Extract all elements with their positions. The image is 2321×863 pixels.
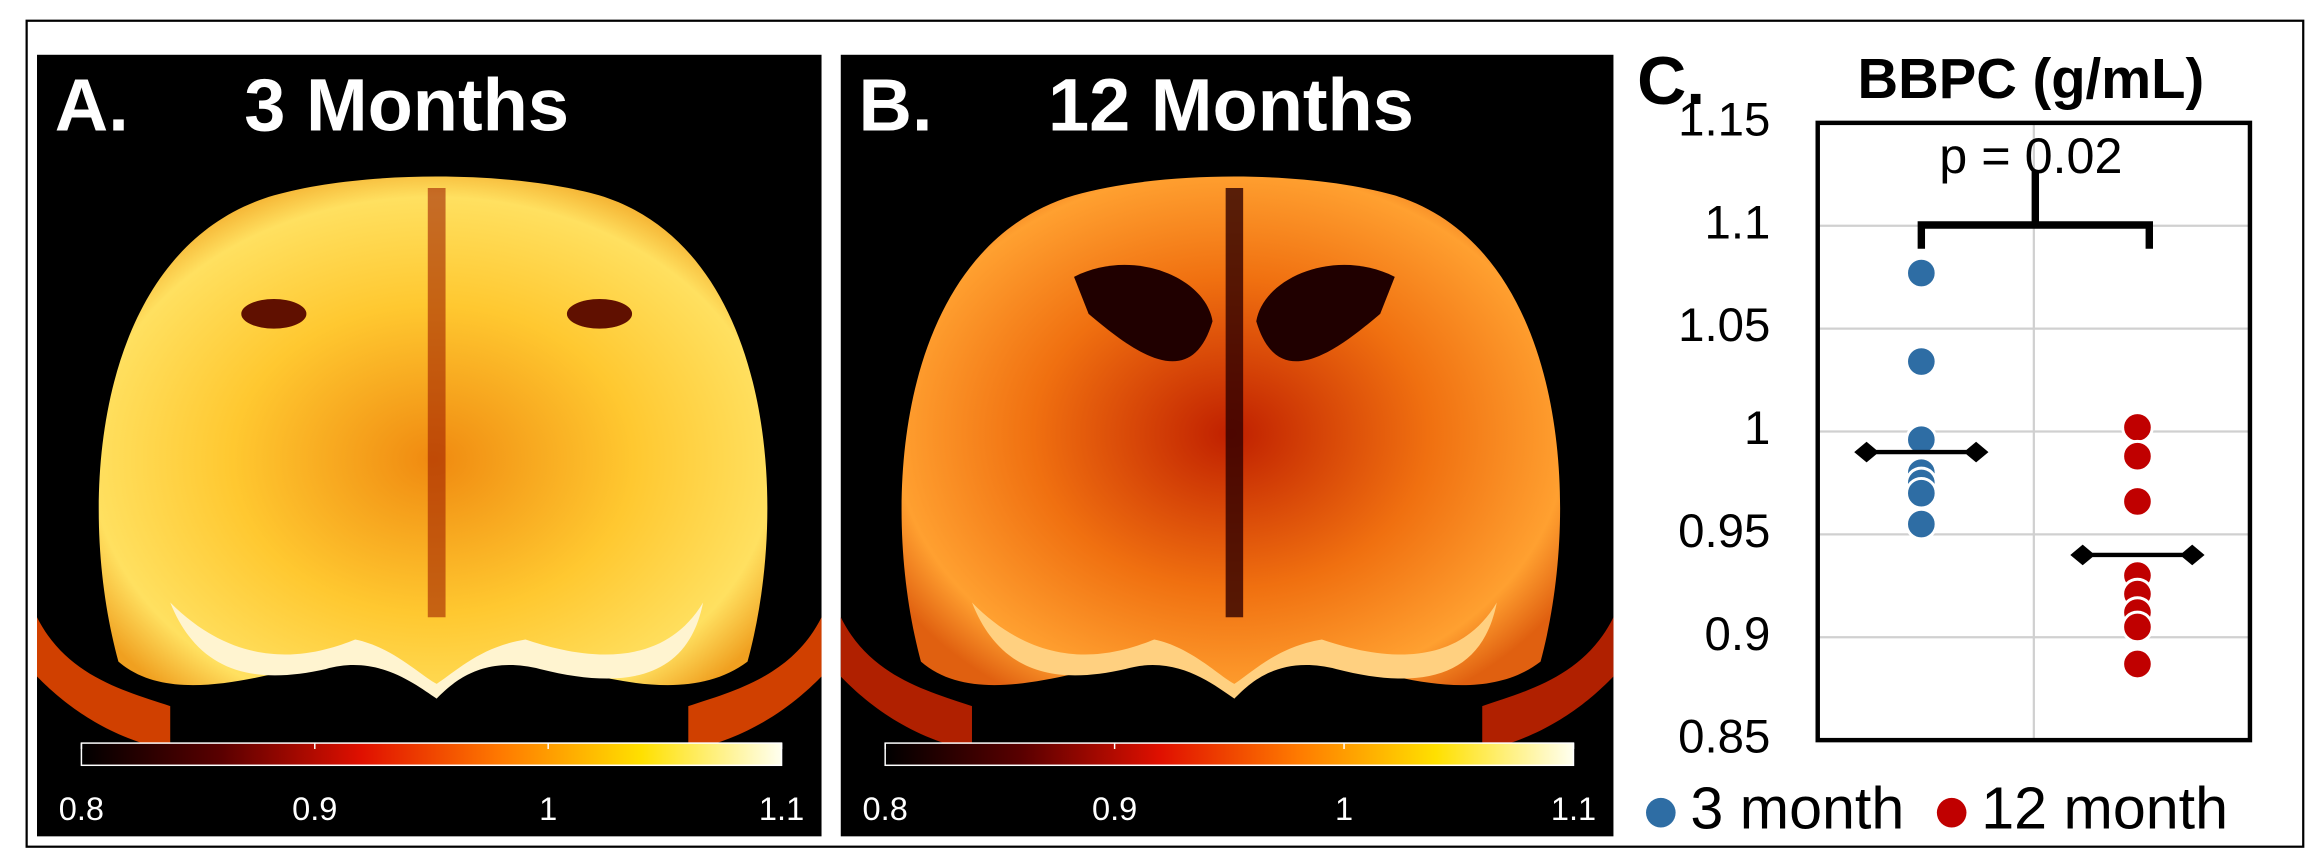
y-tick-label: 1.05 [1678,299,1770,352]
panel-label: A. [55,64,129,147]
y-tick-label: 1.1 [1705,196,1771,249]
frame [25,19,2305,848]
colorbar-tick-label: 1.1 [1551,791,1596,827]
data-point [2121,411,2154,444]
panel-label: C. [1637,43,1705,119]
chart-title: BBPC (g/mL) [1857,47,2204,110]
legend-label: 3 month [1690,774,1904,841]
data-point [1905,345,1938,378]
ventricle [566,299,633,329]
data-point [2121,439,2154,473]
legend-marker [1936,797,1967,828]
y-tick-label: 1.15 [1678,93,1770,146]
image-panel: A. 3 Months 0.8 0.9 1 1.1 [37,54,822,837]
colorbar [884,742,1575,767]
brain-image [840,176,1614,751]
data-point [2121,610,2154,644]
ventricle [241,299,307,329]
y-tick-label: 0.95 [1678,505,1770,558]
colorbar-tick-label: 0.8 [59,791,104,827]
legend-label: 12 month [1981,774,2228,841]
significance-bracket [1917,170,2153,249]
colorbar [80,742,783,767]
midline [1225,188,1244,618]
y-tick-label: 0.85 [1678,711,1770,764]
panel-title: 3 Months [244,64,569,147]
data-point [1905,256,1938,290]
colorbar-tick-label: 1 [1335,791,1353,827]
colorbar-tick-label: 1 [539,791,557,827]
colorbar-tick-label: 1.1 [759,791,804,827]
midline [427,188,446,618]
mean-marker [2070,544,2205,566]
colorbar-tick-label: 0.8 [863,791,908,827]
data-point [2121,647,2154,681]
mean-marker [1854,441,1989,463]
annotation: p = 0.02 [1939,127,2122,184]
data-point [1905,423,1938,457]
colorbar-tick-label: 0.9 [1092,791,1137,827]
brain-base [170,602,704,699]
data-point [2121,485,2154,518]
brain-base [971,602,1497,699]
ventricle [1256,264,1395,362]
y-tick-label: 1 [1744,402,1770,455]
data-point [1905,507,1938,541]
y-tick-label: 0.9 [1705,608,1771,661]
image-panel: B. 12 Months 0.8 0.9 1 1.1 [840,54,1614,837]
panel-title: 12 Months [1048,64,1414,147]
data-point [1905,476,1938,510]
panel-label: B. [859,64,933,147]
brain-image [37,176,822,751]
ventricle [1074,264,1213,362]
legend-marker [1646,797,1676,828]
colorbar-tick-label: 0.9 [292,791,337,827]
plot-border [1815,120,2253,743]
